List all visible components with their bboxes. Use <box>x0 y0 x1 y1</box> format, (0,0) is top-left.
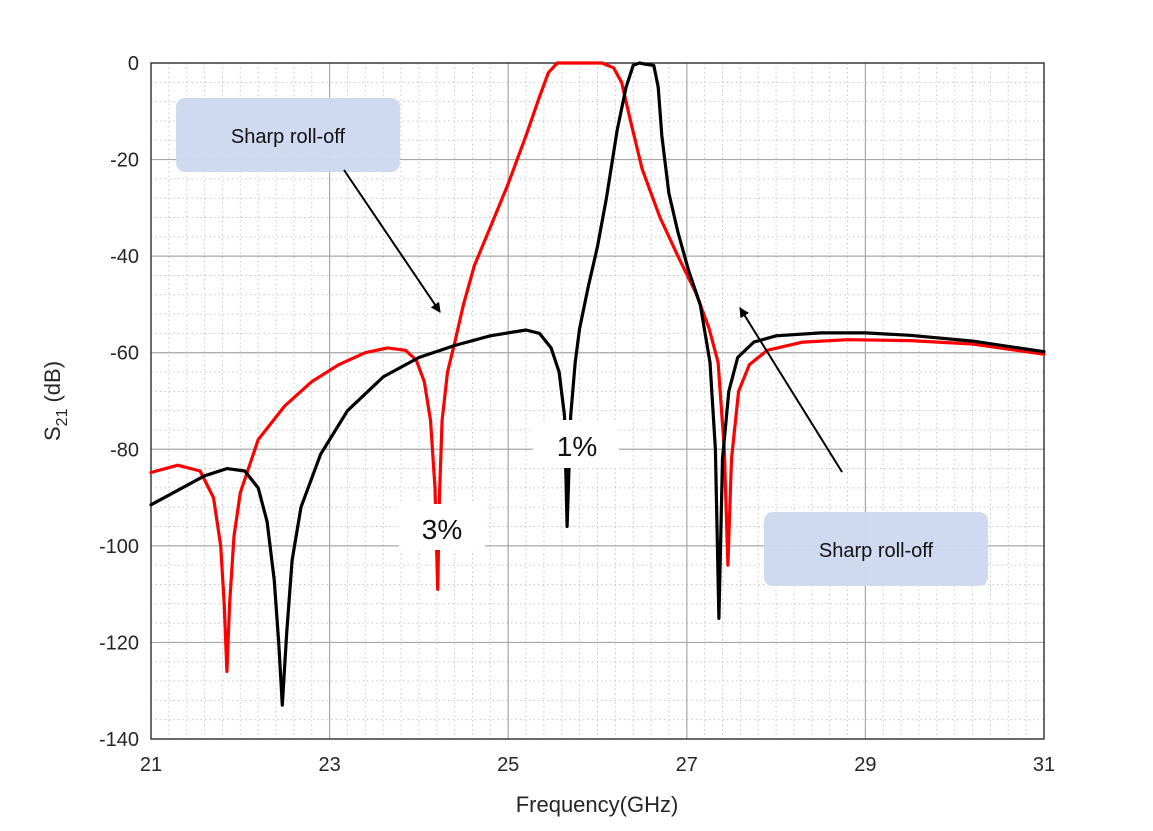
series-3pct-curve <box>149 61 1046 673</box>
x-axis-label: Frequency(GHz) <box>516 792 679 817</box>
y-tick-label: -140 <box>99 729 139 751</box>
callout-text-top-left: Sharp roll-off <box>231 126 346 148</box>
label-1pct-bg <box>533 420 619 468</box>
series-1pct-curve <box>149 61 1046 707</box>
y-tick-label: -40 <box>110 246 139 268</box>
series-layer <box>149 61 1046 707</box>
arrow-left-rolloff <box>343 169 441 313</box>
label-1pct: 1% <box>557 431 597 462</box>
callout-text-bottom-right: Sharp roll-off <box>819 540 934 562</box>
x-tick-label: 21 <box>140 754 162 776</box>
callout-box-bottom-right <box>764 512 988 586</box>
y-axis-label-main: S <box>40 426 65 441</box>
arrow-right-rolloff <box>739 307 843 473</box>
y-tick-label: -100 <box>99 536 139 558</box>
callout-box-top-left <box>176 98 400 172</box>
x-tick-label: 25 <box>497 754 519 776</box>
label-3pct-bg <box>399 504 485 550</box>
x-tick-label: 27 <box>676 754 698 776</box>
y-axis-label: S21 (dB) <box>40 361 71 441</box>
y-tick-label: 0 <box>128 53 139 75</box>
y-axis-label-sub: 21 <box>54 408 71 426</box>
x-tick-label: 31 <box>1033 754 1055 776</box>
y-tick-label: -80 <box>110 439 139 461</box>
y-tick-label: -120 <box>99 632 139 654</box>
x-tick-label: 23 <box>318 754 340 776</box>
y-axis-label-unit: (dB) <box>40 361 65 403</box>
y-tick-label: -60 <box>110 343 139 365</box>
y-tick-labels: 0 -20 -40 -60 -80 -100 -120 -140 <box>99 53 139 751</box>
x-tick-label: 29 <box>854 754 876 776</box>
x-tick-labels: 21 23 25 27 29 31 <box>140 754 1055 776</box>
label-3pct: 3% <box>422 514 462 545</box>
y-tick-label: -20 <box>110 150 139 172</box>
